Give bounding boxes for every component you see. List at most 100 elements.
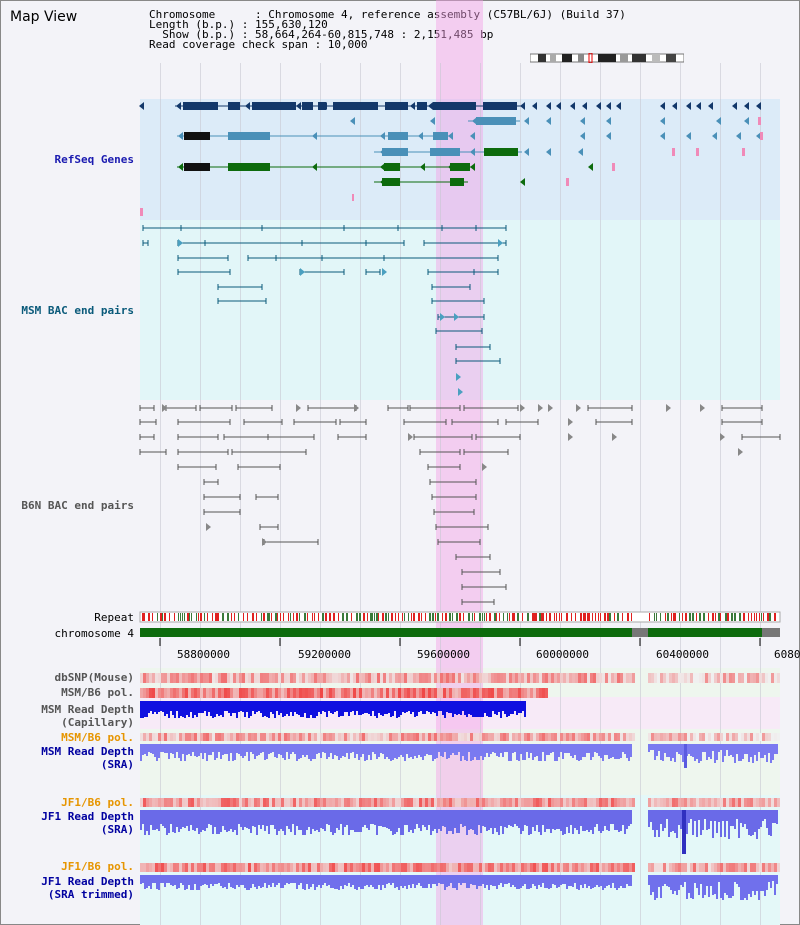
dbsnp-cell [233, 673, 236, 683]
msm-depth-cap-bar [410, 701, 412, 714]
jf1-depth-sra-bar [396, 810, 398, 832]
msm-depth-sra-bar [200, 744, 202, 753]
msm-pol-cell [173, 688, 176, 698]
dbsnp-cell [158, 673, 161, 683]
msm-pol-sra-cell [191, 733, 194, 741]
msm-depth-cap-bar [176, 701, 178, 711]
msm-pol-sra-cell [717, 733, 720, 741]
msm-pol-sra-cell [515, 733, 518, 741]
repeat-mark [157, 613, 158, 621]
jf1-pol-cell [596, 798, 599, 807]
msm-pol-cell [224, 688, 227, 698]
msm-depth-cap-bar [284, 701, 286, 716]
jf1-pol-trim-cell [209, 863, 212, 872]
jf1-pol-cell [308, 798, 311, 807]
repeat-mark [517, 613, 519, 621]
jf1-depth-sra-bar [144, 810, 146, 835]
dbsnp-cell [422, 673, 425, 683]
jf1-pol-cell [557, 798, 560, 807]
dbsnp-cell [626, 673, 629, 683]
jf1-depth-sra-bar [412, 810, 414, 833]
dbsnp-cell [218, 673, 221, 683]
jf1-pol-cell [684, 798, 687, 807]
jf1-pol-cell [170, 798, 173, 807]
gene-arrow [660, 132, 665, 140]
msm-depth-sra-bar [406, 744, 408, 754]
jf1-pol-cell [443, 798, 446, 807]
msm-depth-cap-bar [390, 701, 392, 717]
msm-depth-cap-bar [462, 701, 464, 711]
jf1-depth-trim-bar [306, 875, 308, 884]
jf1-pol-cell [200, 798, 203, 807]
jf1-depth-trim-bar [278, 875, 280, 883]
repeat-mark [654, 613, 655, 621]
jf1-depth-trim-bar [624, 875, 626, 888]
msm-depth-cap-bar [442, 701, 444, 715]
msm-depth-sra-bar [204, 744, 206, 753]
msm-pol-cell [245, 688, 248, 698]
jf1-depth-trim-bar [722, 875, 724, 900]
chromosome-ideogram[interactable] [530, 53, 684, 63]
dbsnp-cell [527, 673, 530, 683]
msm-depth-sra-bar [312, 744, 314, 759]
gene-arrow [418, 132, 423, 140]
msm-pol-sra-cell [632, 733, 635, 741]
repeat-mark [252, 613, 254, 621]
dbsnp-cell [756, 673, 759, 683]
msm-pol-sra-cell [368, 733, 371, 741]
jf1-depth-sra-bar [776, 810, 778, 824]
dbsnp-cell [777, 673, 780, 683]
jf1-depth-trim-bar [746, 875, 748, 900]
jf1-pol-cell [275, 798, 278, 807]
msm-pol-cell [233, 688, 236, 698]
jf1-pol-cell [714, 798, 717, 807]
dbsnp-cell [608, 673, 611, 683]
jf1-depth-trim-bar [708, 875, 710, 897]
msm-pol-sra-cell [608, 733, 611, 741]
jf1-pol-cell [176, 798, 179, 807]
jf1-depth-trim-bar [500, 875, 502, 883]
repeat-mark [474, 613, 475, 621]
msm-depth-sra-bar [202, 744, 204, 759]
repeat-mark [363, 613, 365, 621]
msm-pol-cell [497, 688, 500, 698]
msm-depth-cap-bar [524, 701, 526, 717]
repeat-mark [372, 613, 373, 621]
jf1-depth-trim-bar [412, 875, 414, 884]
msm-pol-sra-cell [765, 733, 768, 741]
jf1-depth-trim-bar [428, 875, 430, 884]
gene-exon [433, 102, 476, 110]
dbsnp-cell [524, 673, 527, 683]
repeat-mark [566, 613, 568, 621]
jf1-pol-trim-cell [398, 863, 401, 872]
jf1-depth-trim-bar [282, 875, 284, 888]
dbsnp-cell [765, 673, 768, 683]
jf1-depth-trim-bar [776, 875, 778, 884]
dbsnp-cell [347, 673, 350, 683]
msm-depth-cap-bar [208, 701, 210, 712]
jf1-depth-sra-bar [722, 810, 724, 821]
jf1-depth-sra-bar [222, 810, 224, 826]
jf1-depth-sra-bar [530, 810, 532, 834]
jf1-depth-trim-bar [274, 875, 276, 887]
jf1-depth-trim-bar [264, 875, 266, 883]
gene-marker [566, 178, 569, 186]
jf1-depth-trim-bar [270, 875, 272, 887]
msm-depth-cap-bar [230, 701, 232, 716]
jf1-depth-sra-bar [702, 810, 704, 830]
msm-depth-sra-bar [188, 744, 190, 754]
dbsnp-cell [338, 673, 341, 683]
msm-depth-cap-bar [300, 701, 302, 717]
jf1-pol-cell [500, 798, 503, 807]
dbsnp-cell [353, 673, 356, 683]
msm-pol-cell [275, 688, 278, 698]
gene-exon [184, 163, 210, 171]
jf1-pol-cell [617, 798, 620, 807]
msm-pol-cell [362, 688, 365, 698]
dbsnp-cell [768, 673, 771, 683]
dbsnp-cell [569, 673, 572, 683]
repeat-mark [445, 613, 447, 621]
dbsnp-cell [596, 673, 599, 683]
b6n-bac-track-bg [140, 400, 780, 610]
